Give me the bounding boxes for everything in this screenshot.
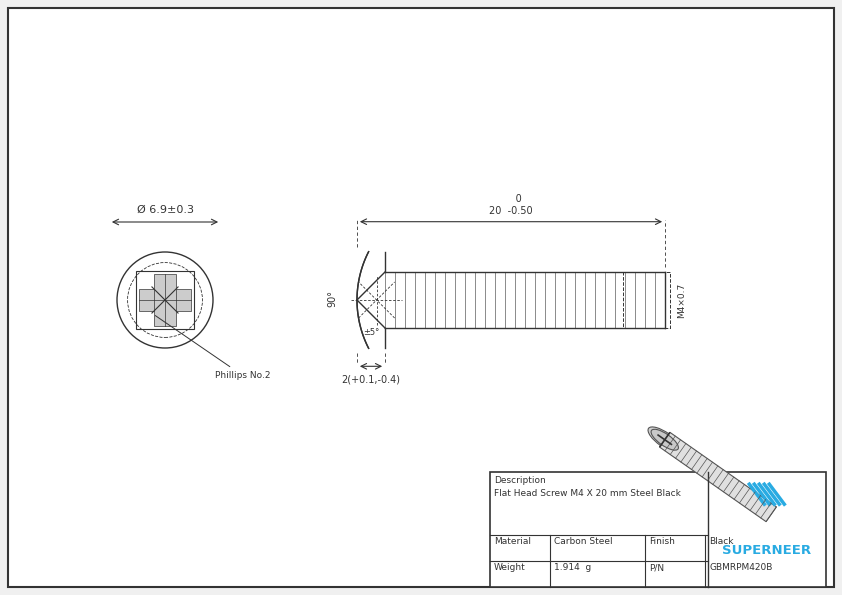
- Text: SUPERNEER: SUPERNEER: [722, 544, 812, 557]
- Text: Material: Material: [494, 537, 531, 546]
- Ellipse shape: [648, 427, 681, 453]
- Text: Weight: Weight: [494, 563, 525, 572]
- Text: GBMRPM420B: GBMRPM420B: [709, 563, 772, 572]
- Bar: [136, 271, 194, 329]
- Polygon shape: [659, 433, 776, 522]
- Text: ±5°: ±5°: [363, 327, 379, 337]
- Text: Flat Head Screw M4 X 20 mm Steel Black: Flat Head Screw M4 X 20 mm Steel Black: [494, 489, 681, 498]
- Text: Black: Black: [709, 537, 733, 546]
- Text: Carbon Steel: Carbon Steel: [554, 537, 613, 546]
- Text: M4×0.7: M4×0.7: [677, 283, 686, 318]
- Text: 0
20  -0.50: 0 20 -0.50: [489, 194, 533, 216]
- Text: P/N: P/N: [649, 563, 664, 572]
- Ellipse shape: [651, 429, 679, 450]
- Text: Finish: Finish: [649, 537, 675, 546]
- Bar: [490, 472, 826, 587]
- Circle shape: [117, 252, 213, 348]
- Text: Description: Description: [494, 476, 546, 485]
- Bar: [623, 272, 670, 328]
- Text: Phillips No.2: Phillips No.2: [155, 315, 270, 380]
- Text: Ø 6.9±0.3: Ø 6.9±0.3: [136, 205, 194, 215]
- Text: 2(+0.1,-0.4): 2(+0.1,-0.4): [342, 374, 401, 384]
- Text: 90°: 90°: [327, 290, 337, 306]
- Bar: [154, 274, 176, 327]
- Text: 1.914  g: 1.914 g: [554, 563, 591, 572]
- Bar: [139, 289, 191, 311]
